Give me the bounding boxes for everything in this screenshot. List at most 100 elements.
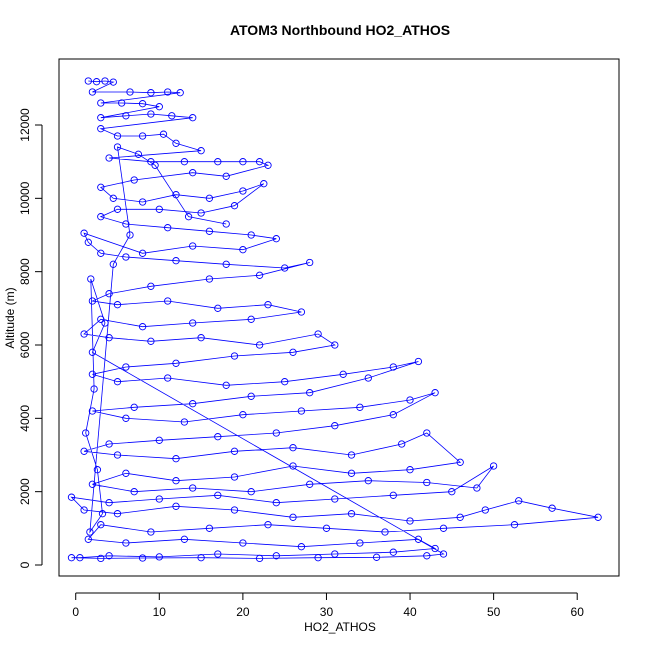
data-point bbox=[339, 370, 347, 378]
data-point bbox=[97, 521, 105, 529]
data-point bbox=[389, 411, 397, 419]
data-point bbox=[189, 114, 197, 122]
data-point bbox=[189, 319, 197, 327]
data-point bbox=[147, 528, 155, 536]
data-point bbox=[247, 488, 255, 496]
data-point bbox=[155, 495, 163, 503]
data-point bbox=[88, 480, 97, 488]
data-point bbox=[389, 491, 397, 499]
data-point bbox=[260, 180, 268, 188]
data-point bbox=[189, 169, 197, 177]
data-point bbox=[113, 510, 122, 518]
data-point bbox=[82, 429, 90, 437]
data-point bbox=[372, 553, 381, 561]
data-point bbox=[414, 535, 423, 543]
data-point bbox=[67, 554, 76, 562]
data-point bbox=[347, 510, 356, 518]
data-point bbox=[122, 220, 130, 228]
data-point bbox=[431, 389, 439, 397]
data-point bbox=[214, 158, 222, 166]
data-point bbox=[151, 161, 159, 169]
data-point bbox=[364, 374, 372, 382]
data-point bbox=[423, 552, 431, 560]
data-point bbox=[239, 411, 247, 419]
x-axis-label: HO2_ATHOS bbox=[304, 620, 376, 634]
data-point bbox=[98, 510, 107, 518]
data-point bbox=[306, 389, 314, 397]
data-point bbox=[456, 458, 464, 466]
data-point bbox=[113, 378, 122, 386]
data-point bbox=[126, 88, 134, 96]
data-point bbox=[97, 99, 105, 107]
data-point bbox=[306, 258, 314, 267]
data-point bbox=[230, 506, 239, 514]
data-point bbox=[297, 407, 306, 415]
y-tick-label: 2000 bbox=[18, 478, 32, 505]
data-point bbox=[205, 227, 214, 235]
data-point bbox=[489, 462, 498, 470]
data-point bbox=[230, 473, 239, 481]
data-point bbox=[180, 535, 189, 543]
data-series bbox=[67, 77, 602, 563]
data-point bbox=[172, 502, 180, 510]
data-point bbox=[205, 194, 214, 202]
data-point bbox=[113, 301, 122, 309]
data-point bbox=[322, 524, 331, 532]
data-point bbox=[155, 205, 163, 213]
data-point bbox=[97, 249, 105, 257]
data-point bbox=[431, 544, 439, 553]
data-point bbox=[356, 403, 364, 411]
data-point bbox=[164, 224, 172, 232]
data-point bbox=[239, 187, 247, 195]
data-point bbox=[222, 260, 230, 268]
data-point bbox=[473, 484, 481, 492]
data-point bbox=[164, 88, 172, 96]
data-point bbox=[126, 231, 134, 239]
data-point bbox=[122, 539, 130, 547]
data-point bbox=[222, 220, 230, 228]
data-point bbox=[97, 114, 105, 122]
data-point bbox=[109, 78, 117, 86]
data-point bbox=[105, 499, 113, 507]
data-point bbox=[176, 89, 184, 97]
data-point bbox=[381, 528, 389, 536]
data-point bbox=[92, 78, 101, 86]
data-point bbox=[331, 422, 339, 430]
data-point bbox=[172, 191, 180, 199]
data-point bbox=[101, 319, 109, 327]
chart-title: ATOM3 Northbound HO2_ATHOS bbox=[230, 22, 450, 38]
y-axis-label: Altitude (m) bbox=[3, 287, 17, 348]
data-point bbox=[97, 213, 105, 221]
data-point bbox=[214, 491, 222, 499]
x-axis: 0 10 20 30 40 50 60 bbox=[72, 592, 584, 619]
data-point bbox=[205, 524, 214, 532]
data-point bbox=[205, 275, 214, 283]
data-point bbox=[255, 341, 264, 349]
data-point bbox=[80, 229, 88, 237]
data-point bbox=[548, 504, 556, 512]
y-tick-label: 10000 bbox=[18, 181, 32, 215]
data-point bbox=[88, 348, 97, 356]
data-point bbox=[214, 550, 222, 558]
data-point bbox=[138, 132, 147, 140]
data-point bbox=[214, 433, 222, 441]
data-point bbox=[138, 249, 147, 257]
data-point bbox=[80, 330, 88, 338]
data-point bbox=[164, 374, 172, 382]
data-point bbox=[122, 363, 130, 371]
data-point bbox=[264, 521, 272, 529]
data-point bbox=[214, 304, 222, 312]
data-point bbox=[272, 499, 280, 507]
data-point bbox=[180, 418, 189, 426]
data-point bbox=[105, 440, 113, 448]
data-point bbox=[289, 462, 297, 470]
y-tick-label: 6000 bbox=[18, 331, 32, 358]
data-point bbox=[331, 550, 339, 558]
data-point bbox=[97, 315, 105, 323]
data-point bbox=[122, 253, 130, 261]
data-point bbox=[97, 125, 105, 133]
data-point bbox=[155, 103, 163, 111]
data-point bbox=[122, 112, 130, 120]
data-point bbox=[389, 363, 397, 371]
